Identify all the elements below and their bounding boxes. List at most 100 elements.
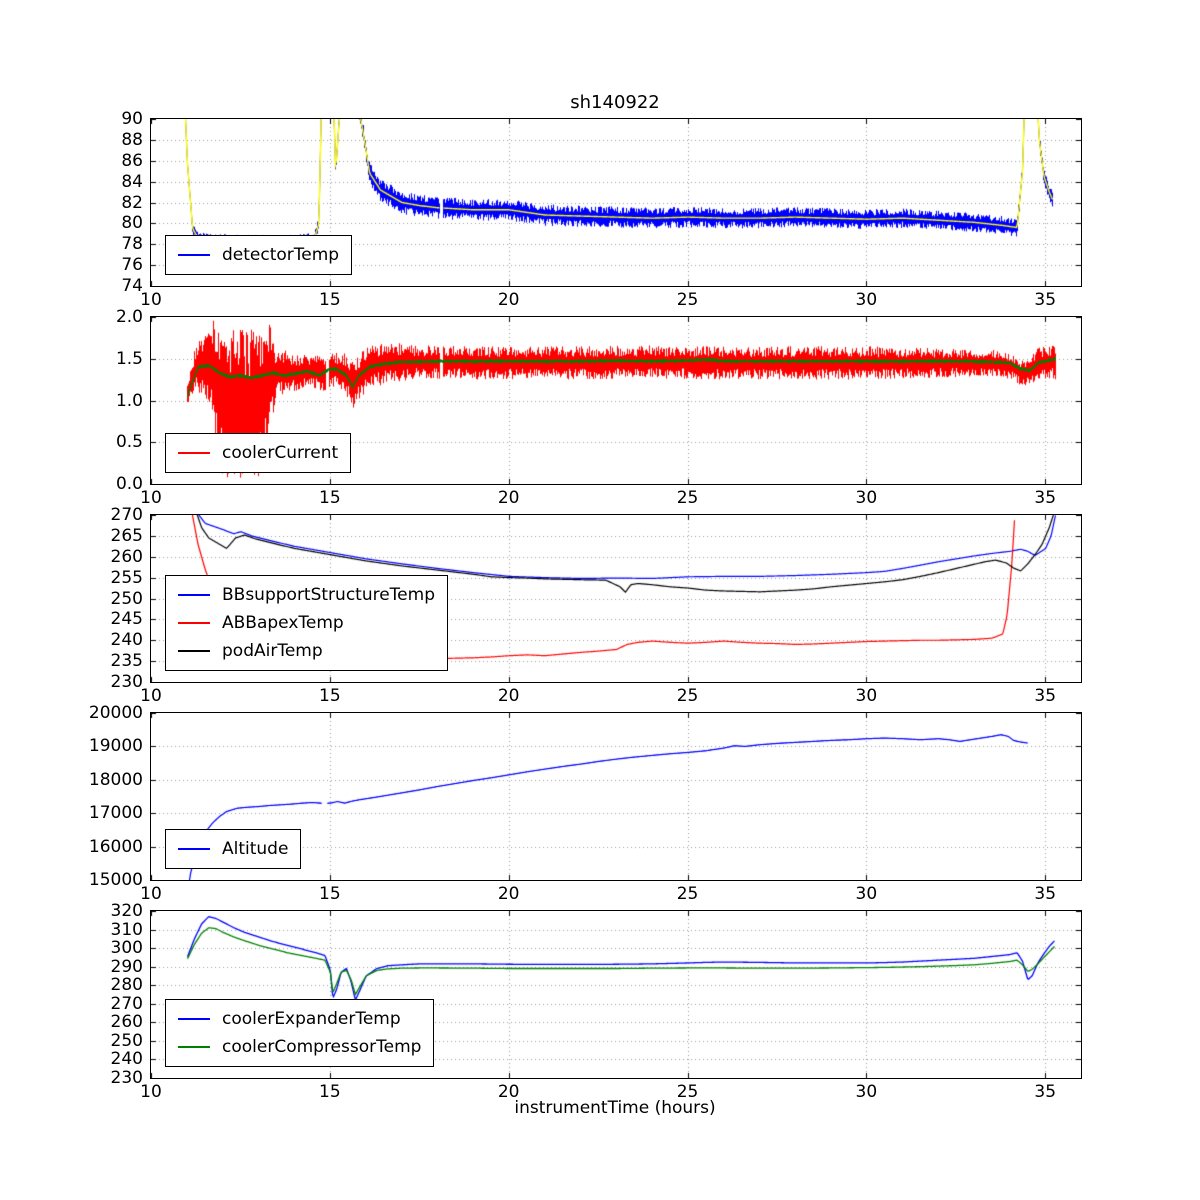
- legend: coolerExpanderTemp coolerCompressorTemp: [165, 999, 435, 1067]
- x-tick-label: 25: [676, 488, 699, 508]
- x-tick-label: 15: [319, 488, 341, 508]
- legend: coolerCurrent: [165, 433, 352, 473]
- legend-line-sample: [178, 452, 210, 454]
- x-tick-label: 15: [319, 1082, 341, 1102]
- x-tick-label: 25: [676, 884, 699, 904]
- y-tick-label: 76: [121, 255, 143, 276]
- plot-canvas: [151, 713, 1081, 880]
- x-tick-label: 30: [855, 488, 878, 508]
- x-tick-label: 10: [140, 686, 162, 706]
- x-tick-label: 15: [319, 686, 341, 706]
- legend-label: podAirTemp: [222, 641, 323, 661]
- x-tick-label: 10: [140, 884, 162, 904]
- legend-label: Altitude: [222, 839, 289, 859]
- y-tick-label: 17000: [88, 803, 143, 824]
- x-tick-label: 35: [1034, 488, 1057, 508]
- legend-line-sample: [178, 848, 210, 850]
- subplot-coolerExpanderTemp: 230 240 250 260 270 280 290 300 310 320 10 15 20 25 30…: [111, 901, 1082, 1102]
- y-tick-label: 250: [110, 1030, 143, 1051]
- y-tick-label: 88: [121, 129, 143, 150]
- y-tick-label: 250: [110, 588, 143, 609]
- y-tick-label: 300: [110, 938, 143, 959]
- x-tick-label: 10: [140, 1082, 162, 1102]
- x-tick-label: 25: [676, 290, 699, 310]
- legend-line-sample: [178, 1046, 210, 1048]
- subplot-coolerCurrent: 0.0 0.5 1.0 1.5 2.0 10 15 20 25 30 35 coolerCurrent: [116, 307, 1082, 508]
- subplot-BBsupportStructureTemp: 230 235 240 245 250 255 260 265 270 10 15 20 25 30 35 B…: [111, 505, 1082, 706]
- y-tick-label: 270: [110, 505, 143, 525]
- legend-item: ABBapexTemp: [178, 609, 435, 637]
- legend-item: detectorTemp: [178, 241, 339, 269]
- x-tick-label: 25: [676, 686, 699, 706]
- y-tick-label: 15000: [88, 870, 143, 890]
- legend-line-sample: [178, 650, 210, 652]
- x-tick-label: 10: [140, 290, 162, 310]
- y-tick-label: 2.0: [115, 307, 143, 327]
- legend-label: coolerExpanderTemp: [222, 1009, 401, 1029]
- x-tick-label: 10: [140, 488, 162, 508]
- x-tick-label: 20: [497, 884, 520, 904]
- x-axis-label: instrumentTime (hours): [514, 1098, 716, 1118]
- x-tick-label: 35: [1034, 290, 1057, 310]
- y-tick-label: 80: [121, 213, 143, 234]
- x-tick-label: 35: [1034, 1082, 1057, 1102]
- y-tick-label: 270: [110, 993, 143, 1014]
- legend-line-sample: [178, 622, 210, 624]
- x-tick-label: 20: [497, 488, 520, 508]
- y-tick-label: 320: [110, 901, 143, 921]
- legend-line-sample: [178, 1018, 210, 1020]
- legend-item: BBsupportStructureTemp: [178, 581, 435, 609]
- legend: Altitude: [165, 829, 302, 869]
- y-tick-label: 16000: [88, 836, 143, 857]
- x-tick-label: 20: [497, 290, 520, 310]
- x-tick-label: 25: [676, 1082, 699, 1102]
- subplot-detectorTemp: 74 76 78 80 82 84 86 88 90 10 15 20 25 30 35 detectorTe…: [121, 109, 1082, 310]
- legend-item: podAirTemp: [178, 637, 435, 665]
- x-tick-label: 15: [319, 884, 341, 904]
- y-tick-label: 78: [121, 234, 143, 255]
- x-tick-label: 35: [1034, 686, 1057, 706]
- legend-label: detectorTemp: [222, 245, 340, 265]
- legend-label: ABBapexTemp: [222, 613, 344, 633]
- y-tick-label: 310: [110, 919, 143, 940]
- y-tick-label: 290: [110, 956, 143, 977]
- y-tick-label: 255: [110, 567, 143, 588]
- legend: detectorTemp: [165, 235, 353, 275]
- y-tick-label: 90: [121, 109, 143, 129]
- y-tick-label: 84: [121, 171, 143, 192]
- x-tick-label: 20: [497, 686, 520, 706]
- legend-line-sample: [178, 254, 210, 256]
- legend-label: coolerCompressorTemp: [222, 1037, 422, 1057]
- legend-item: coolerCurrent: [178, 439, 338, 467]
- legend-label: coolerCurrent: [222, 443, 339, 463]
- y-tick-label: 260: [110, 546, 143, 567]
- y-tick-label: 240: [110, 1049, 143, 1070]
- y-tick-label: 82: [121, 192, 143, 213]
- figure-title: sh140922: [570, 92, 660, 113]
- x-tick-label: 30: [855, 884, 878, 904]
- y-tick-label: 20000: [88, 703, 143, 723]
- x-tick-label: 35: [1034, 884, 1057, 904]
- subplot-Altitude: 15000 16000 17000 18000 19000 20000 10 15 20 25 30…: [89, 703, 1082, 904]
- y-tick-label: 0.0: [115, 474, 143, 494]
- y-tick-label: 19000: [88, 736, 143, 757]
- x-tick-label: 30: [855, 1082, 878, 1102]
- legend-line-sample: [178, 594, 210, 596]
- y-tick-label: 240: [110, 630, 143, 651]
- legend: BBsupportStructureTemp ABBapexTemp podAirT…: [165, 575, 448, 671]
- legend-item: coolerCompressorTemp: [178, 1033, 421, 1061]
- y-tick-label: 280: [110, 975, 143, 996]
- x-tick-label: 30: [855, 290, 878, 310]
- y-tick-label: 265: [110, 525, 143, 546]
- y-tick-label: 230: [110, 1068, 143, 1088]
- legend-label: BBsupportStructureTemp: [222, 585, 435, 605]
- y-tick-label: 1.5: [115, 348, 143, 369]
- x-tick-label: 15: [319, 290, 341, 310]
- y-tick-label: 74: [121, 276, 143, 296]
- x-tick-label: 30: [855, 686, 878, 706]
- y-tick-label: 1.0: [115, 390, 143, 411]
- y-tick-label: 0.5: [115, 432, 143, 453]
- y-tick-label: 18000: [88, 769, 143, 790]
- y-tick-label: 235: [110, 651, 143, 672]
